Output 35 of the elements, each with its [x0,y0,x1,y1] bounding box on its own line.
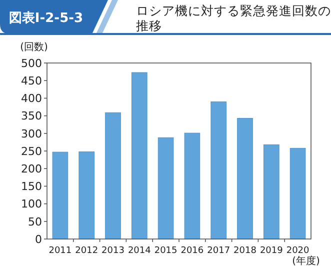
bar [105,112,121,240]
bar [184,132,200,240]
y-tick-label: 300 [21,127,42,140]
y-tick-label: 500 [21,56,42,70]
y-tick-label: 250 [21,144,42,158]
bar [263,144,280,240]
x-tick-label: 2020 [286,246,310,256]
x-axis-title: (年度) [292,255,320,266]
x-tick-label: 2012 [75,246,98,256]
x-tick-label: 2017 [207,246,230,256]
y-tick-label: 0 [35,232,42,246]
x-tick-label: 2015 [154,246,178,256]
text: 図表Ⅰ-2-5-3 [8,11,84,26]
y-tick-label: 450 [21,74,42,88]
y-tick-label: 400 [21,92,42,106]
y-tick-label: 350 [21,110,42,123]
bar [237,118,253,240]
x-tick-label: 2011 [48,246,72,256]
y-tick-label: 150 [21,180,42,194]
bar [52,152,68,240]
y-axis-title: (回数) [20,42,48,53]
y-tick-label: 200 [21,162,42,176]
x-tick-label: 2016 [180,246,204,256]
x-tick-label: 2014 [128,246,152,256]
bar [290,148,306,240]
x-tick-label: 2013 [102,246,124,256]
chart-title: ロシア機に対する緊急発進回数の推移 [136,3,331,33]
bar [131,72,148,240]
bar [78,151,95,240]
y-tick-label: 100 [21,198,42,211]
x-tick-label: 2019 [260,246,284,256]
x-tick-label: 2018 [234,246,257,256]
bar [210,101,227,240]
y-tick-label: 50 [28,215,42,228]
bar [158,137,174,240]
